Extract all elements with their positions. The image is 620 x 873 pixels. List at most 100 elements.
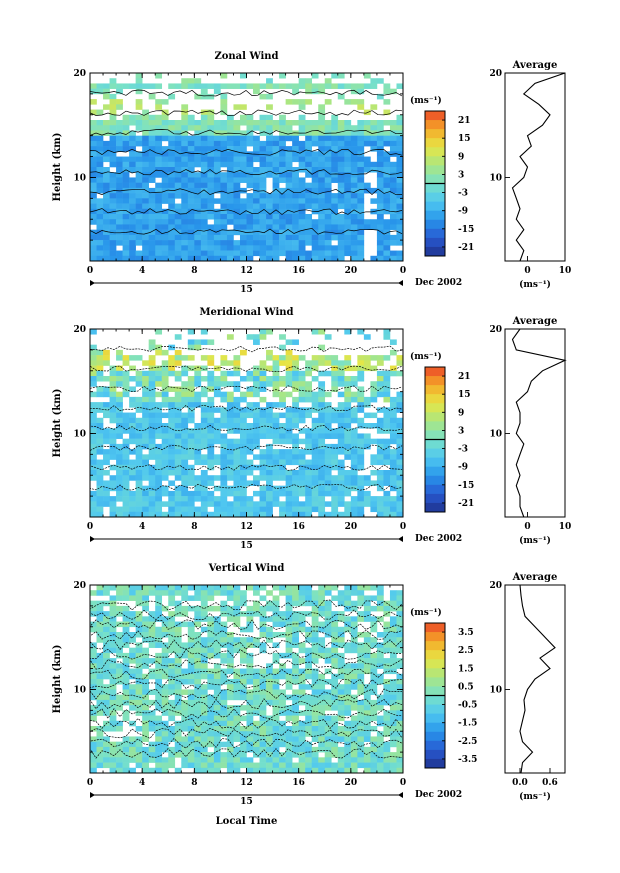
panel-2-heatmap-cell — [292, 501, 299, 507]
panel-3-heatmap-cell — [233, 668, 241, 675]
panel-3-heatmap-cell — [142, 663, 149, 669]
panel-1-heatmap-cell — [331, 203, 339, 210]
panel-1-heatmap-cell — [129, 203, 136, 210]
panel-2-heatmap-cell — [226, 470, 234, 476]
panel-3-heatmap-cell — [318, 611, 326, 617]
panel-2-heatmap-cell — [220, 454, 228, 460]
panel-3-heatmap-cell — [285, 621, 293, 628]
panel-2-heatmap-cell — [324, 511, 332, 518]
panel-1-heatmap-cell — [331, 229, 339, 236]
panel-1-heatmap-cell — [174, 120, 182, 126]
panel-2-contours — [89, 345, 403, 491]
panel-3-heatmap-cell — [194, 699, 202, 706]
panel-3-heatmap-cell — [285, 731, 293, 737]
panel-2-heatmap-cell — [279, 506, 286, 513]
panel-2-heatmap-cell — [90, 496, 97, 502]
panel-1-heatmap-cell — [226, 193, 234, 199]
panel-3-contour-line — [89, 698, 403, 710]
panel-3-heatmap-cell — [116, 726, 123, 732]
panel-2-heatmap-cell — [181, 470, 189, 476]
panel-1-heatmap-cell — [350, 135, 358, 142]
panel-3-heatmap-cell — [142, 637, 149, 643]
panel-1-heatmap-cell — [292, 250, 299, 257]
panel-3-heatmap-cell — [220, 752, 228, 758]
panel-1-heatmap-cell — [96, 245, 104, 251]
panel-3-heatmap-cell — [174, 626, 182, 633]
panel-1-heatmap-cell — [292, 245, 299, 251]
panel-2-heatmap-cell — [187, 464, 195, 471]
panel-1-heatmap-cell — [187, 203, 195, 210]
panel-3-heatmap-cell — [207, 736, 215, 742]
panel-2-heatmap-cell — [350, 475, 358, 481]
panel-1-heatmap-cell — [259, 219, 267, 225]
panel-3-heatmap-cell — [135, 652, 143, 659]
panel-3-heatmap-cell — [194, 637, 202, 643]
panel-3-heatmap-cell — [370, 605, 378, 612]
panel-3-heatmap-cell — [187, 720, 195, 727]
panel-3-heatmap-cell — [344, 720, 352, 727]
panel-1-heatmap-cell — [207, 240, 215, 246]
panel-3-heatmap-cell — [272, 652, 280, 659]
panel-2-heatmap-cell — [285, 423, 293, 429]
panel-2-heatmap-cell — [122, 511, 130, 518]
panel-3-heatmap-cell — [292, 652, 299, 659]
panel-3-heatmap-cell — [311, 595, 319, 601]
panel-2-heatmap-cell — [233, 417, 241, 424]
panel-3-heatmap-cell — [90, 647, 97, 654]
panel-3-colorbar-unit: (ms⁻¹) — [410, 607, 442, 618]
panel-3-heatmap-cell — [285, 637, 293, 643]
panel-1-heatmap-cell — [155, 161, 163, 168]
panel-1-heatmap-cell — [239, 250, 247, 257]
panel-2-heatmap-cell — [187, 402, 195, 408]
panel-2-heatmap-cell — [344, 423, 352, 429]
panel-2-heatmap-cell — [239, 376, 247, 382]
panel-3-heatmap-cell — [363, 694, 371, 701]
panel-1-heatmap-cell — [344, 182, 352, 189]
panel-2-ytick-label: 20 — [73, 325, 86, 335]
panel-1-heatmap-cell — [96, 240, 104, 246]
panel-2-heatmap-cell — [259, 506, 267, 513]
panel-3-heatmap-cell — [233, 689, 241, 695]
panel-3-heatmap-cell — [253, 699, 260, 706]
panel-3-heatmap-cell — [285, 647, 293, 654]
panel-3-heatmap-cell — [148, 585, 156, 591]
panel-1-colorbar-swatch — [425, 246, 445, 257]
panel-1-heatmap-cell — [148, 255, 156, 262]
panel-1-heatmap-cell — [129, 135, 136, 142]
panel-2-heatmap-cell — [135, 485, 143, 492]
panel-1-heatmap-cell — [259, 156, 267, 163]
panel-3-heatmap-cell — [194, 726, 202, 732]
panel-3-heatmap-cell — [285, 684, 293, 690]
panel-3-heatmap-cell — [266, 752, 273, 758]
panel-3-heatmap-cell — [96, 726, 104, 732]
panel-1-heatmap-cell — [213, 172, 221, 178]
panel-3-heatmap-cell — [207, 668, 215, 675]
panel-2-heatmap-cell — [357, 475, 365, 481]
panel-2-heatmap-cell — [181, 412, 189, 419]
panel-3-heatmap-cell — [246, 637, 254, 643]
panel-3-heatmap-cell — [142, 585, 149, 591]
panel-3-heatmap-cell — [142, 673, 149, 680]
panel-2-heatmap-cell — [266, 381, 273, 387]
panel-3-heatmap-cell — [350, 741, 358, 748]
panel-1-heatmap-cell — [376, 93, 384, 100]
panel-1-heatmap-cell — [90, 234, 97, 241]
panel-2-heatmap-cell — [194, 428, 202, 434]
panel-2-heatmap-cell — [311, 417, 319, 424]
panel-3-heatmap-cell — [370, 595, 378, 601]
panel-2-heatmap-cell — [246, 370, 254, 377]
panel-2-heatmap-cell — [246, 407, 254, 413]
panel-3-heatmap-cell — [266, 616, 273, 622]
panel-2-heatmap-cell — [344, 506, 352, 513]
panel-1-heatmap-cell — [285, 167, 293, 173]
panel-2-heatmap-cell — [272, 501, 280, 507]
panel-2-heatmap-cell — [279, 490, 286, 497]
panel-1-heatmap-cell — [220, 177, 228, 183]
panel-3-heatmap-cell — [344, 668, 352, 675]
panel-3-heatmap — [90, 585, 404, 774]
panel-2-heatmap-cell — [233, 511, 241, 518]
panel-3-heatmap-cell — [135, 736, 143, 742]
panel-2-heatmap-cell — [187, 511, 195, 518]
panel-2-heatmap-cell — [357, 417, 365, 424]
panel-1-heatmap-cell — [116, 229, 123, 236]
